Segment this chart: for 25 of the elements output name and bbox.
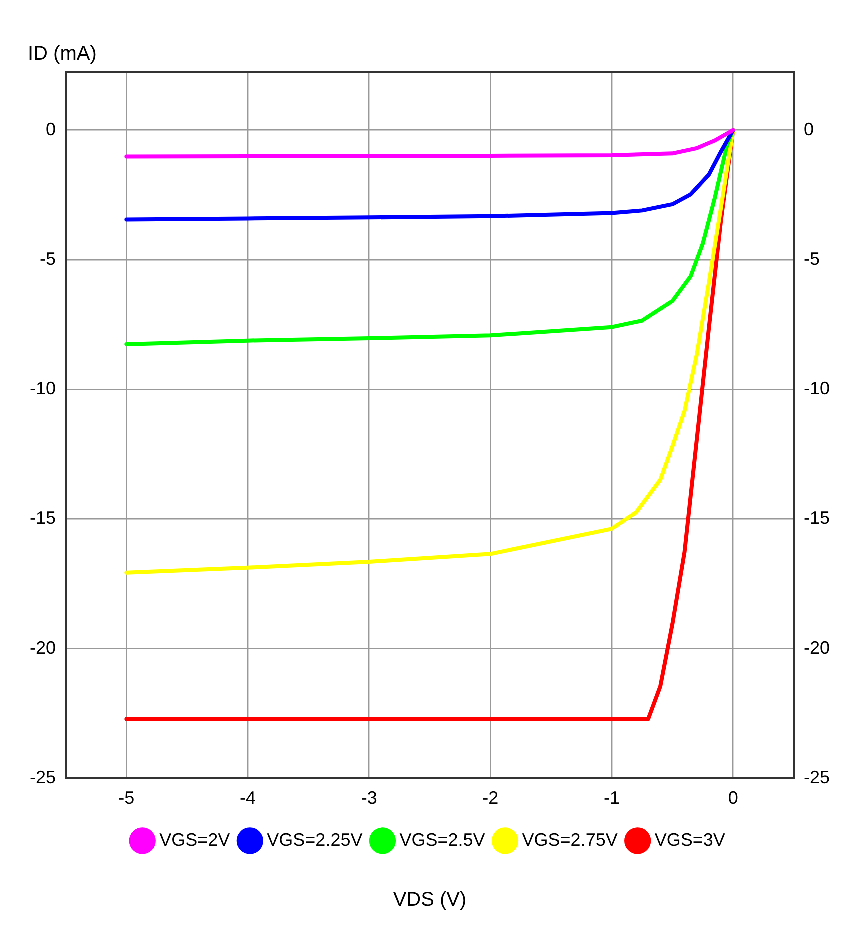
y2-tick-label: -25 [804, 767, 830, 788]
x-axis-title: VDS (V) [393, 889, 467, 911]
y-tick-label: 0 [46, 119, 56, 140]
y2-tick-label: -20 [804, 638, 830, 658]
y2-tick-label: -5 [804, 248, 820, 269]
legend-label: VGS=2.5V [400, 830, 486, 850]
y-tick-label: -25 [30, 767, 56, 788]
legend-label: VGS=2.25V [267, 830, 363, 850]
x-tick-label: -1 [604, 788, 620, 808]
y2-tick-label: -10 [804, 378, 830, 399]
x-tick-label: -4 [240, 788, 256, 808]
legend-label: VGS=3V [654, 830, 726, 850]
legend-label: VGS=2V [160, 830, 230, 850]
y2-tick-label: 0 [804, 119, 814, 140]
x-tick-label: -5 [118, 788, 135, 808]
y2-tick-label: -15 [804, 508, 830, 528]
y-tick-label: -5 [40, 248, 56, 269]
x-tick-label: 0 [728, 788, 738, 808]
legend-label: VGS=2.75V [522, 830, 618, 850]
y-tick-label: -10 [30, 378, 56, 399]
y-axis-title: ID (mA) [28, 43, 97, 65]
x-tick-label: -2 [482, 788, 499, 808]
y-tick-label: -20 [30, 638, 56, 658]
x-tick-label: -3 [361, 788, 378, 808]
y-tick-label: -15 [30, 508, 56, 528]
